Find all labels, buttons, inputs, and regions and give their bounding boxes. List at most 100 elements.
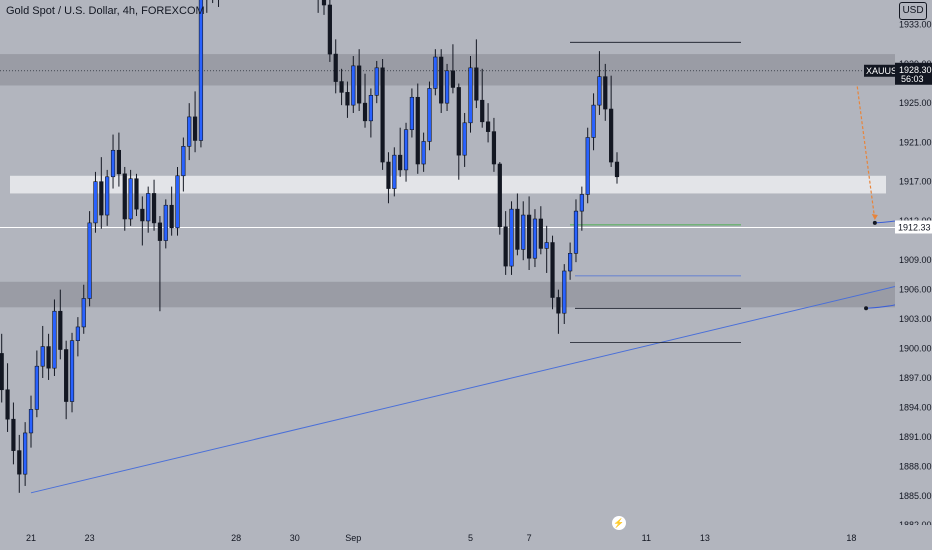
candle[interactable] (175, 166, 180, 236)
candle[interactable] (362, 73, 368, 128)
candle[interactable] (181, 137, 186, 192)
candle[interactable] (462, 112, 467, 167)
candle[interactable] (468, 56, 473, 133)
candle[interactable] (509, 201, 514, 275)
candle[interactable] (392, 147, 397, 197)
candle[interactable] (192, 91, 198, 153)
candle[interactable] (433, 49, 438, 96)
candle[interactable] (591, 93, 596, 151)
candle[interactable] (28, 395, 34, 448)
candle[interactable] (93, 171, 98, 233)
candle[interactable] (503, 211, 508, 275)
candle[interactable] (497, 162, 502, 235)
candle[interactable] (532, 209, 538, 268)
candle[interactable] (562, 264, 567, 324)
candle[interactable] (116, 132, 121, 187)
candle[interactable] (146, 186, 151, 233)
candle[interactable] (386, 152, 391, 204)
currency-button[interactable]: USD (899, 2, 927, 20)
candle[interactable] (374, 60, 379, 104)
candle[interactable] (52, 299, 57, 377)
candle[interactable] (491, 117, 497, 172)
candle[interactable] (427, 81, 432, 151)
candle[interactable] (544, 225, 549, 273)
candle[interactable] (198, 0, 204, 148)
candle[interactable] (69, 332, 75, 413)
candle[interactable] (327, 0, 332, 62)
candle[interactable] (439, 49, 444, 113)
candle[interactable] (5, 363, 10, 432)
candle[interactable] (474, 39, 479, 109)
candle[interactable] (64, 340, 69, 420)
candle[interactable] (321, 0, 327, 15)
symbol-title[interactable]: Gold Spot / U.S. Dollar, 4h, FOREXCOM (6, 5, 205, 17)
candle[interactable] (421, 132, 426, 172)
candle[interactable] (403, 122, 409, 182)
candle[interactable] (550, 235, 555, 310)
candle[interactable] (556, 289, 561, 334)
time-axis[interactable]: 21232830Sep57111318202527 (0, 525, 895, 550)
candle[interactable] (526, 196, 532, 271)
candle[interactable] (81, 284, 86, 334)
candle[interactable] (140, 196, 145, 246)
candle[interactable] (169, 186, 174, 236)
candle[interactable] (538, 206, 543, 255)
candle[interactable] (339, 68, 344, 106)
candle[interactable] (450, 44, 456, 94)
chart-plot[interactable]: XAUUSD (0, 0, 895, 525)
projection-curve-1[interactable] (866, 0, 895, 309)
candle[interactable] (480, 68, 485, 128)
candle[interactable] (609, 75, 614, 167)
candle[interactable] (58, 289, 63, 360)
candle[interactable] (11, 402, 16, 465)
candle[interactable] (515, 193, 520, 256)
candle[interactable] (151, 179, 157, 231)
candle[interactable] (34, 350, 39, 418)
candle[interactable] (87, 211, 92, 307)
candle[interactable] (568, 242, 573, 280)
candle[interactable] (579, 186, 584, 231)
candle[interactable] (128, 169, 133, 226)
candle[interactable] (110, 134, 116, 189)
candle[interactable] (585, 127, 590, 204)
candle[interactable] (597, 51, 602, 115)
candle[interactable] (368, 88, 373, 138)
candle[interactable] (217, 0, 221, 7)
candle[interactable] (46, 333, 51, 380)
candle[interactable] (134, 173, 139, 217)
candle[interactable] (573, 199, 579, 263)
candle[interactable] (603, 63, 608, 121)
candle[interactable] (75, 317, 80, 357)
chart-area[interactable]: XAUUSD (0, 0, 895, 525)
candle[interactable] (398, 127, 403, 177)
candle[interactable] (17, 434, 22, 493)
candle[interactable] (157, 216, 163, 312)
candle[interactable] (211, 0, 215, 4)
projection-arrow[interactable] (856, 86, 876, 221)
candle[interactable] (357, 49, 362, 112)
candle[interactable] (0, 333, 4, 403)
trendline[interactable] (30, 230, 895, 494)
candle[interactable] (415, 83, 420, 174)
candle[interactable] (444, 63, 450, 112)
candle[interactable] (351, 56, 356, 113)
candle[interactable] (205, 0, 209, 13)
candle[interactable] (105, 169, 110, 226)
candle[interactable] (23, 422, 28, 486)
candle[interactable] (122, 166, 127, 231)
lightning-icon[interactable]: ⚡ (612, 516, 626, 530)
candle[interactable] (99, 157, 104, 229)
candle[interactable] (409, 88, 415, 138)
price-axis[interactable]: 1960.001956.001952.001948.001943.001938.… (895, 0, 932, 525)
candle[interactable] (40, 325, 45, 378)
candle[interactable] (521, 201, 526, 261)
candle[interactable] (316, 0, 320, 13)
candle[interactable] (485, 103, 491, 143)
last-price-tag[interactable] (895, 62, 932, 85)
candle[interactable] (456, 83, 461, 180)
candle[interactable] (187, 103, 192, 161)
candle[interactable] (163, 199, 168, 249)
candle[interactable] (614, 152, 620, 184)
candle[interactable] (380, 58, 385, 170)
candle[interactable] (345, 81, 350, 118)
